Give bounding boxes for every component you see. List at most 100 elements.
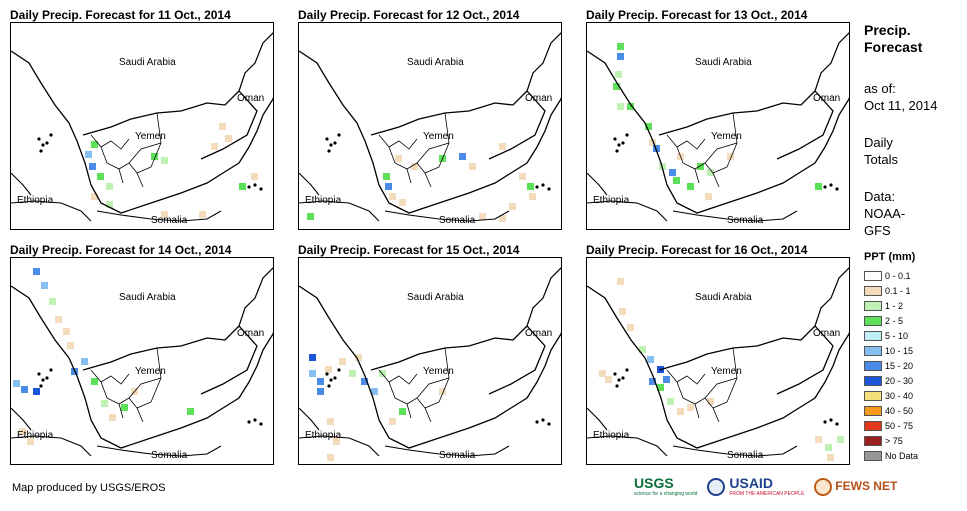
legend-label: 15 - 20 (885, 360, 914, 371)
island-marker (547, 187, 551, 191)
precip-cell (395, 155, 402, 162)
precip-cell (649, 378, 656, 385)
logo-strip: USGS science for a changing world USAID … (634, 476, 907, 498)
island-marker (337, 368, 341, 372)
precip-cell (687, 183, 694, 190)
panel-title: Daily Precip. Forecast for 12 Oct., 2014 (298, 8, 520, 22)
island-marker (829, 418, 833, 422)
precip-cell (727, 153, 734, 160)
island-marker (829, 183, 833, 187)
yemen-border (658, 325, 834, 395)
precip-cell (187, 408, 194, 415)
island-marker (41, 378, 45, 382)
island-marker (37, 137, 41, 141)
legend-swatch (864, 270, 882, 281)
legend-label: 0 - 0.1 (885, 270, 911, 281)
legend-label: 10 - 15 (885, 345, 914, 356)
precip-cell (97, 173, 104, 180)
island-marker (613, 372, 617, 376)
precip-cell (815, 436, 822, 443)
map-canvas (299, 32, 561, 222)
legend-row: 0.1 - 1 (864, 283, 918, 298)
island-marker (45, 376, 49, 380)
as-of-block: as of: Oct 11, 2014 (864, 80, 937, 114)
legend-swatch (864, 285, 882, 296)
island-marker (253, 183, 257, 187)
precip-cell (85, 151, 92, 158)
island-marker (835, 187, 839, 191)
island-marker (835, 422, 839, 426)
precip-cell (327, 454, 334, 461)
precip-cell (199, 211, 206, 218)
island-marker (247, 185, 251, 189)
precip-cell (673, 177, 680, 184)
precip-cell (399, 408, 406, 415)
label-ethiopia: Ethiopia (305, 430, 342, 441)
label-yemen: Yemen (135, 131, 166, 142)
legend-heading: Precip. Forecast (864, 22, 923, 55)
panel-title: Daily Precip. Forecast for 11 Oct., 2014 (10, 8, 231, 22)
oman-border (526, 267, 561, 327)
precip-cell (339, 358, 346, 365)
island-marker (625, 368, 629, 372)
precip-cell (41, 282, 48, 289)
precip-cell (317, 378, 324, 385)
island-marker (541, 418, 545, 422)
precip-cell (519, 173, 526, 180)
precip-cell (697, 163, 704, 170)
precip-cell (309, 370, 316, 377)
precip-cell (389, 193, 396, 200)
precip-cell (669, 169, 676, 176)
legend-swatch (864, 360, 882, 371)
island-marker (325, 137, 329, 141)
legend-label: 50 - 75 (885, 420, 914, 431)
label-ethiopia: Ethiopia (593, 195, 630, 206)
legend-label: 20 - 30 (885, 375, 914, 386)
forecast-map: Saudi Arabia Oman Yemen Ethiopia Somalia (586, 257, 850, 465)
precip-cell (825, 444, 832, 451)
label-saudi-arabia: Saudi Arabia (119, 57, 176, 68)
precip-cell (361, 378, 368, 385)
legend-swatch (864, 300, 882, 311)
precip-cell (617, 53, 624, 60)
legend-swatch (864, 405, 882, 416)
precip-cell (657, 384, 664, 391)
precip-cell (33, 388, 40, 395)
label-saudi-arabia: Saudi Arabia (695, 292, 752, 303)
island-marker (37, 372, 41, 376)
precip-cell (645, 123, 652, 130)
legend-row: > 75 (864, 433, 918, 448)
yemen-border (370, 325, 546, 395)
legend-label: > 75 (885, 435, 903, 446)
label-saudi-arabia: Saudi Arabia (119, 292, 176, 303)
coastline (299, 50, 561, 214)
precip-cell (479, 213, 486, 220)
precip-cell (527, 183, 534, 190)
africa-coast (11, 407, 222, 457)
legend-label: 40 - 50 (885, 405, 914, 416)
precip-cell (439, 388, 446, 395)
precip-cell (251, 173, 258, 180)
island-marker (45, 141, 49, 145)
forecast-map: Saudi Arabia Oman Yemen Ethiopia Somalia (586, 22, 850, 230)
precip-cell (161, 157, 168, 164)
precip-cell (219, 123, 226, 130)
precip-cell (499, 215, 506, 222)
island-marker (547, 422, 551, 426)
yemen-border (82, 90, 258, 160)
island-marker (617, 143, 621, 147)
island-marker (327, 384, 331, 388)
legend-row: 50 - 75 (864, 418, 918, 433)
coastline (299, 285, 561, 449)
legend-swatch (864, 435, 882, 446)
yemen-border (658, 90, 834, 160)
precip-cell (627, 324, 634, 331)
precip-cell (19, 428, 26, 435)
precip-cell (605, 376, 612, 383)
legend-label: No Data (885, 450, 919, 461)
precip-cell (837, 436, 844, 443)
precip-cell (349, 370, 356, 377)
island-marker (49, 368, 53, 372)
label-somalia: Somalia (439, 450, 476, 461)
label-ethiopia: Ethiopia (593, 430, 630, 441)
